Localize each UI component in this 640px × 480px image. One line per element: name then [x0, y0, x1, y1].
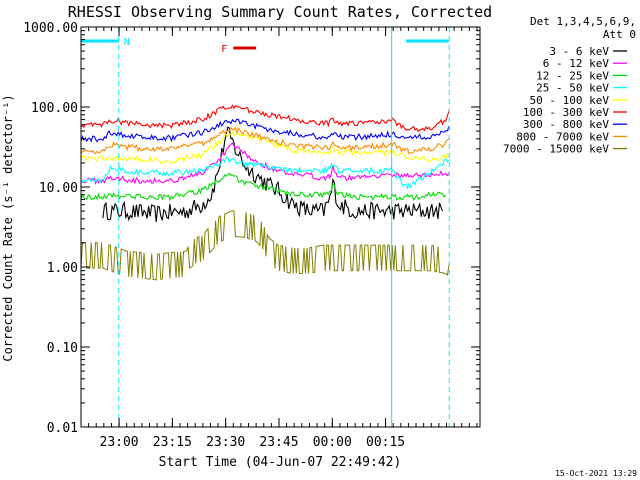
legend-label-7: 800 - 7000 keV — [516, 130, 609, 143]
flag-label-n: N — [124, 37, 130, 48]
legend-label-1: 6 - 12 keV — [543, 57, 610, 70]
series-line-12-25-kev — [80, 172, 447, 202]
plot-area: N F 1000.00 100.00 10.00 1.00 0.10 0.01 23:00 23:… — [23, 21, 481, 450]
legend-label-4: 50 - 100 keV — [530, 94, 610, 107]
y-axis-label: Corrected Count Rate (s⁻¹ detector⁻¹) — [1, 94, 15, 361]
x-tick-label-4: 00:00 — [313, 435, 352, 450]
x-tick-label-2: 23:30 — [206, 435, 245, 450]
y-tick-label-0: 1000.00 — [23, 21, 78, 36]
series-line-7000-15000-kev — [80, 210, 450, 281]
legend-label-2: 12 - 25 keV — [536, 69, 609, 82]
series-line-100-300-kev — [80, 104, 450, 133]
y-tick-label-3: 1.00 — [47, 261, 78, 276]
legend-label-5: 100 - 300 keV — [523, 106, 609, 119]
y-tick-label-2: 10.00 — [39, 181, 78, 196]
legend-label-8: 7000 - 15000 keV — [503, 143, 609, 156]
legend-label-0: 3 - 6 keV — [549, 45, 609, 58]
y-tick-label-1: 100.00 — [31, 101, 78, 116]
x-tick-label-1: 23:15 — [153, 435, 192, 450]
legend-label-6: 300 - 800 keV — [523, 118, 609, 131]
series-line-25-50-kev — [80, 156, 450, 190]
legend-label-3: 25 - 50 keV — [536, 82, 609, 95]
x-tick-label-0: 23:00 — [100, 435, 139, 450]
flag-label-f: F — [221, 44, 227, 55]
plot-frame — [80, 26, 481, 428]
y-tick-label-4: 0.10 — [47, 341, 78, 356]
detectors-label: Det 1,3,4,5,6,9, — [530, 15, 636, 28]
x-tick-label-3: 23:45 — [259, 435, 298, 450]
x-axis-label: Start Time (04-Jun-07 22:49:42) — [159, 455, 402, 470]
series-line-50-100-kev — [80, 130, 450, 165]
x-tick-label-5: 00:15 — [366, 435, 405, 450]
series-line-6-12-kev — [80, 141, 450, 186]
footer-date: 15-Oct-2021 13:29 — [555, 469, 637, 478]
chart-title: RHESSI Observing Summary Count Rates, Co… — [68, 3, 492, 21]
series-line-300-800-kev — [80, 118, 450, 143]
y-tick-label-5: 0.01 — [47, 421, 78, 436]
series-line-800-7000-kev — [80, 126, 450, 155]
attenuator-label: Att 0 — [603, 28, 636, 41]
